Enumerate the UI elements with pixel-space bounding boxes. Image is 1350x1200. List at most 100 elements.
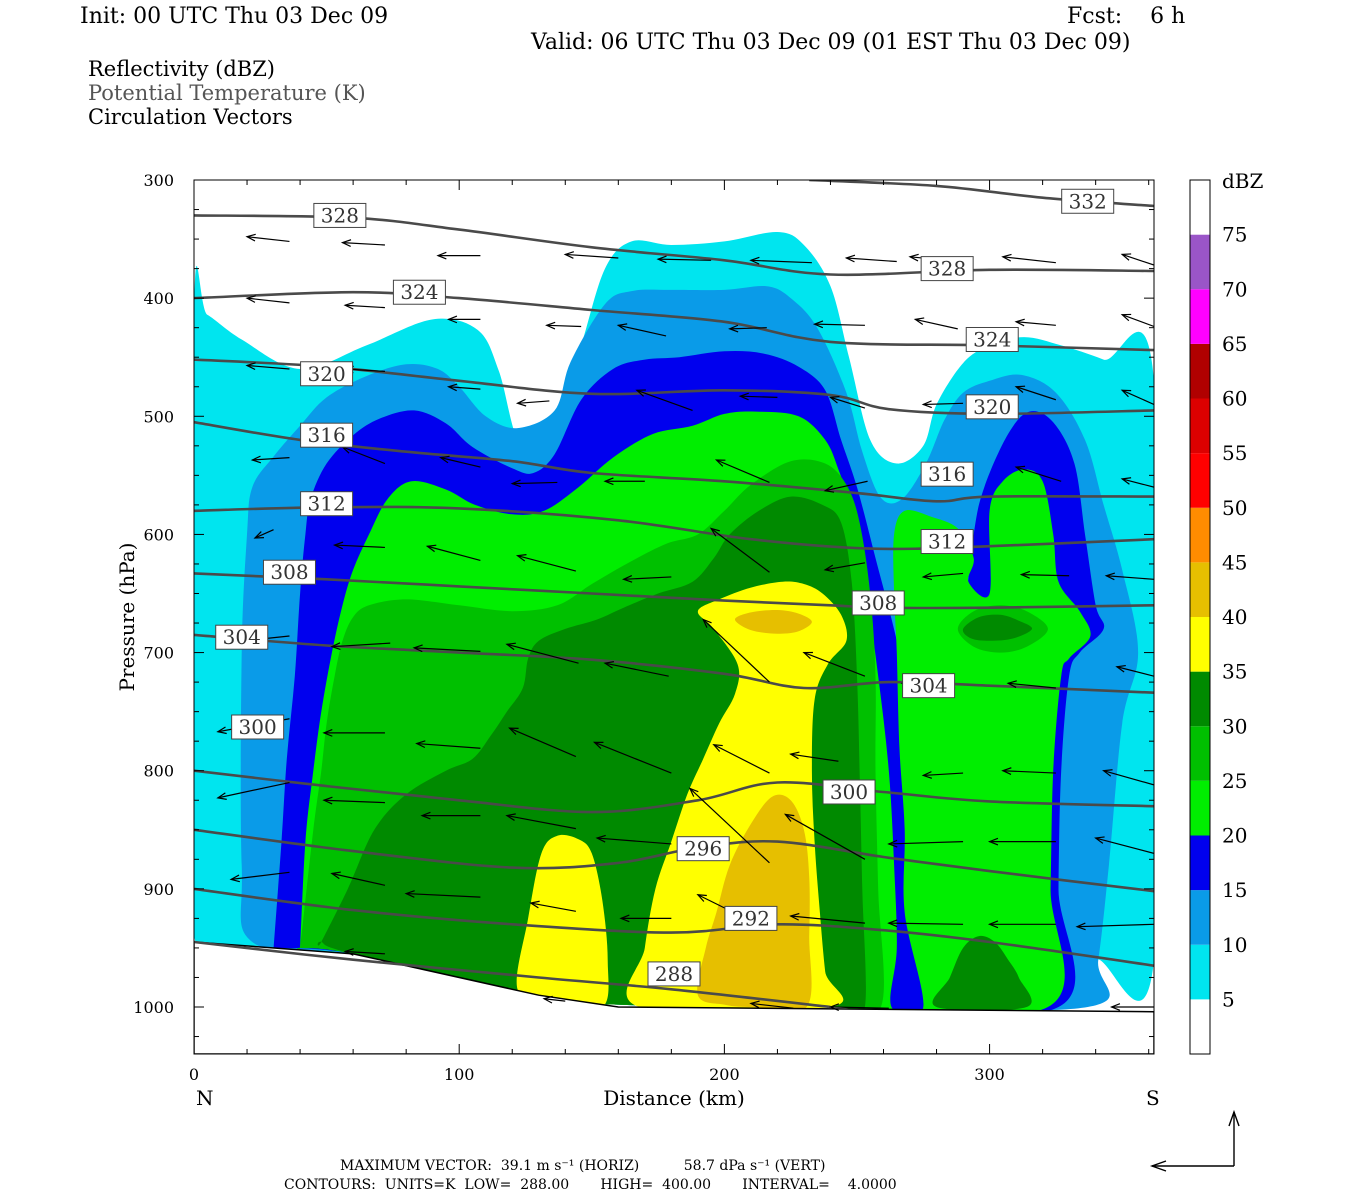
circulation-vector	[529, 900, 576, 912]
vector-head	[505, 813, 516, 821]
vector-shaft	[1122, 478, 1154, 488]
reflectivity-region-40dbz	[697, 794, 812, 1013]
vector-shaft	[750, 1002, 794, 1009]
circulation-vector	[592, 741, 672, 774]
vector-shaft	[342, 242, 385, 246]
vector-head	[340, 239, 352, 247]
circulation-vector	[621, 575, 672, 583]
vector-shaft	[1095, 837, 1154, 854]
circulation-vector	[887, 839, 964, 848]
vector-head	[656, 255, 667, 264]
circulation-vector	[515, 553, 577, 572]
vector-shaft	[1002, 256, 1056, 264]
circulation-vector	[987, 837, 1056, 846]
vector-shaft	[750, 259, 812, 264]
vector-head	[921, 572, 933, 581]
vector-head	[1120, 389, 1132, 398]
theta-label-box: 312	[300, 491, 354, 517]
y-tick-label: 400	[143, 289, 174, 308]
vector-head	[216, 726, 227, 735]
vector-shaft	[658, 258, 712, 261]
colorbar-level-label: 10	[1222, 933, 1247, 957]
vector-shaft	[342, 446, 386, 465]
vector-shaft	[414, 647, 481, 652]
legend-theta: Potential Temperature (K)	[88, 81, 366, 105]
theta-label-frame	[647, 961, 701, 987]
circulation-vector	[656, 255, 712, 264]
vector-head	[545, 321, 556, 330]
vector-shaft	[546, 324, 582, 328]
theta-label-frame	[231, 714, 285, 740]
circulation-vector	[340, 239, 385, 247]
circulation-vector	[603, 661, 669, 677]
circulation-vector	[1120, 477, 1154, 488]
circulation-vector	[250, 455, 290, 464]
circulation-vector	[887, 919, 964, 928]
vector-head	[1019, 570, 1031, 579]
vector-head	[216, 792, 227, 800]
circulation-vector	[823, 480, 868, 493]
theta-label-box: 328	[920, 256, 974, 282]
x-tick-label: 300	[974, 1065, 1005, 1084]
vector-head	[1120, 253, 1132, 261]
vector-head	[404, 890, 415, 898]
vector-head	[322, 796, 333, 805]
vector-head	[603, 477, 614, 486]
theta-label-frame	[920, 256, 974, 282]
vector-shaft	[246, 364, 290, 370]
vector-head	[1115, 664, 1126, 673]
reflectivity-region-40dbz	[735, 609, 812, 634]
theta-label-box: 324	[965, 326, 1019, 352]
circulation-vector	[913, 317, 958, 330]
vector-head	[250, 455, 262, 464]
vector-head	[987, 920, 999, 929]
vector-head	[789, 751, 800, 760]
vector-shaft	[1103, 770, 1154, 786]
colorbar-bin	[1190, 999, 1210, 1054]
vector-shaft	[331, 642, 391, 648]
vector-head	[1001, 767, 1012, 775]
vector-head	[802, 651, 813, 660]
theta-label-frame	[965, 326, 1019, 352]
circulation-vector	[1120, 389, 1154, 406]
vector-head	[1075, 922, 1086, 931]
circulation-vector	[712, 743, 770, 774]
reflectivity-region-30dbz	[932, 935, 1032, 1011]
vector-shaft	[623, 576, 672, 580]
vector-head	[696, 894, 707, 902]
theta-label-box: 312	[920, 529, 974, 555]
valid-time: Valid: 06 UTC Thu 03 Dec 09 (01 EST Thu …	[531, 30, 1131, 55]
vector-head	[542, 995, 553, 1004]
vector-shaft	[1116, 666, 1154, 677]
vector-shaft	[1077, 923, 1154, 928]
vector-shaft	[713, 744, 770, 774]
circulation-vector	[343, 301, 385, 310]
vector-head	[789, 912, 800, 921]
vector-shaft	[888, 922, 964, 925]
circulation-vector	[330, 642, 391, 651]
circulation-vector	[439, 455, 481, 468]
circulation-vector	[412, 644, 481, 653]
colorbar-bin	[1190, 453, 1210, 508]
vector-head	[688, 787, 699, 797]
x-end-south-label: S	[1146, 1086, 1160, 1110]
x-tick-label: 100	[444, 1065, 475, 1084]
vector-head	[529, 900, 540, 909]
vector-head	[812, 320, 824, 329]
vector-shaft	[1121, 253, 1154, 266]
vector-head	[621, 575, 633, 583]
theta-label-box: 304	[215, 624, 269, 650]
circulation-vector	[987, 920, 1056, 929]
circulation-vector	[616, 323, 667, 337]
circulation-vector	[563, 251, 619, 259]
circulation-vector	[1075, 922, 1154, 931]
theta-label: 304	[223, 625, 261, 649]
theta-label-box: 288	[647, 961, 701, 987]
init-time: Init: 00 UTC Thu 03 Dec 09	[80, 4, 389, 29]
colorbar-level-label: 30	[1222, 714, 1247, 738]
circulation-vector	[619, 914, 672, 923]
circulation-vector	[542, 995, 566, 1004]
y-tick-label: 800	[143, 762, 174, 781]
theta-label: 312	[928, 530, 966, 554]
colorbar-unit-label: dBZ	[1222, 169, 1264, 193]
